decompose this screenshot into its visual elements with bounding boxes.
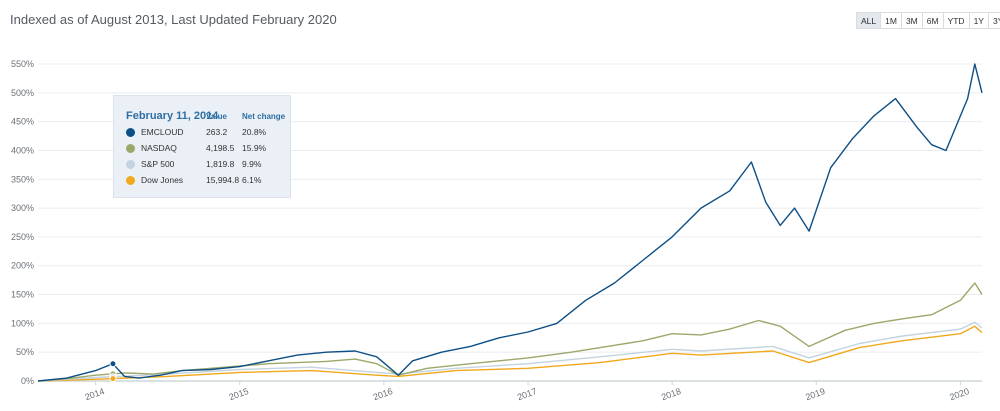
y-tick-label: 400% <box>11 145 34 155</box>
tooltip-row-nasdaq: NASDAQ 4,198.5 15.9% <box>126 143 291 155</box>
x-tick-label: 2015 <box>228 386 250 402</box>
tooltip-series-name: Dow Jones <box>141 175 184 185</box>
y-tick-label: 200% <box>11 261 34 271</box>
hover-marker-dowjones <box>109 375 117 383</box>
y-tick-label: 0% <box>21 376 34 386</box>
range-button-1m[interactable]: 1M <box>881 13 902 28</box>
sp500-legend-dot <box>126 160 135 169</box>
dowjones-legend-dot <box>126 176 135 185</box>
range-button-1y[interactable]: 1Y <box>969 13 989 28</box>
x-tick-label: 2020 <box>948 386 970 402</box>
x-tick-label: 2019 <box>804 386 826 402</box>
y-tick-label: 150% <box>11 290 34 300</box>
emcloud-legend-dot <box>126 128 135 137</box>
x-tick-label: 2014 <box>84 386 106 402</box>
tooltip-series-change: 9.9% <box>242 159 262 169</box>
hover-tooltip: February 11, 2014 Value Net change EMCLO… <box>113 95 291 198</box>
tooltip-row-sp500: S&P 500 1,819.8 9.9% <box>126 159 291 171</box>
range-button-3m[interactable]: 3M <box>901 13 923 28</box>
time-range-selector: ALL 1M 3M 6M YTD 1Y 3Y 5Y <box>856 12 1000 29</box>
tooltip-series-name: S&P 500 <box>141 159 175 169</box>
y-tick-label: 50% <box>16 347 34 357</box>
tooltip-series-value: 263.2 <box>206 127 228 137</box>
series-line-nasdaq <box>37 282 983 382</box>
y-tick-label: 450% <box>11 117 34 127</box>
chart-title: Indexed as of August 2013, Last Updated … <box>10 12 337 27</box>
range-button-ytd[interactable]: YTD <box>943 13 970 28</box>
tooltip-series-change: 6.1% <box>242 175 262 185</box>
x-tick-label: 2017 <box>516 386 538 402</box>
tooltip-series-name: NASDAQ <box>141 143 177 153</box>
tooltip-change-header: Net change <box>242 112 286 121</box>
series-line-emcloud <box>37 63 983 382</box>
range-button-all[interactable]: ALL <box>857 13 882 28</box>
tooltip-series-value: 15,994.8 <box>206 175 240 185</box>
y-tick-label: 350% <box>11 174 34 184</box>
tooltip-date: February 11, 2014 <box>126 110 219 122</box>
y-tick-label: 550% <box>11 59 34 69</box>
tooltip-row-dowjones: Dow Jones 15,994.8 6.1% <box>126 175 291 187</box>
series-line-dowjones <box>37 325 983 382</box>
series-line-sp500 <box>37 321 983 382</box>
range-button-6m[interactable]: 6M <box>922 13 944 28</box>
x-tick-label: 2016 <box>372 386 394 402</box>
x-tick-label: 2018 <box>660 386 682 402</box>
hover-marker-emcloud <box>109 360 117 368</box>
y-tick-label: 300% <box>11 203 34 213</box>
y-tick-label: 100% <box>11 318 34 328</box>
range-button-3y[interactable]: 3Y <box>988 13 1000 28</box>
tooltip-value-header: Value <box>206 112 227 121</box>
tooltip-series-name: EMCLOUD <box>141 127 184 137</box>
tooltip-series-change: 20.8% <box>242 127 267 137</box>
tooltip-series-value: 4,198.5 <box>206 143 235 153</box>
nasdaq-legend-dot <box>126 144 135 153</box>
tooltip-row-emcloud: EMCLOUD 263.2 20.8% <box>126 127 291 139</box>
tooltip-series-change: 15.9% <box>242 143 267 153</box>
y-tick-label: 250% <box>11 232 34 242</box>
y-tick-label: 500% <box>11 88 34 98</box>
tooltip-series-value: 1,819.8 <box>206 159 235 169</box>
